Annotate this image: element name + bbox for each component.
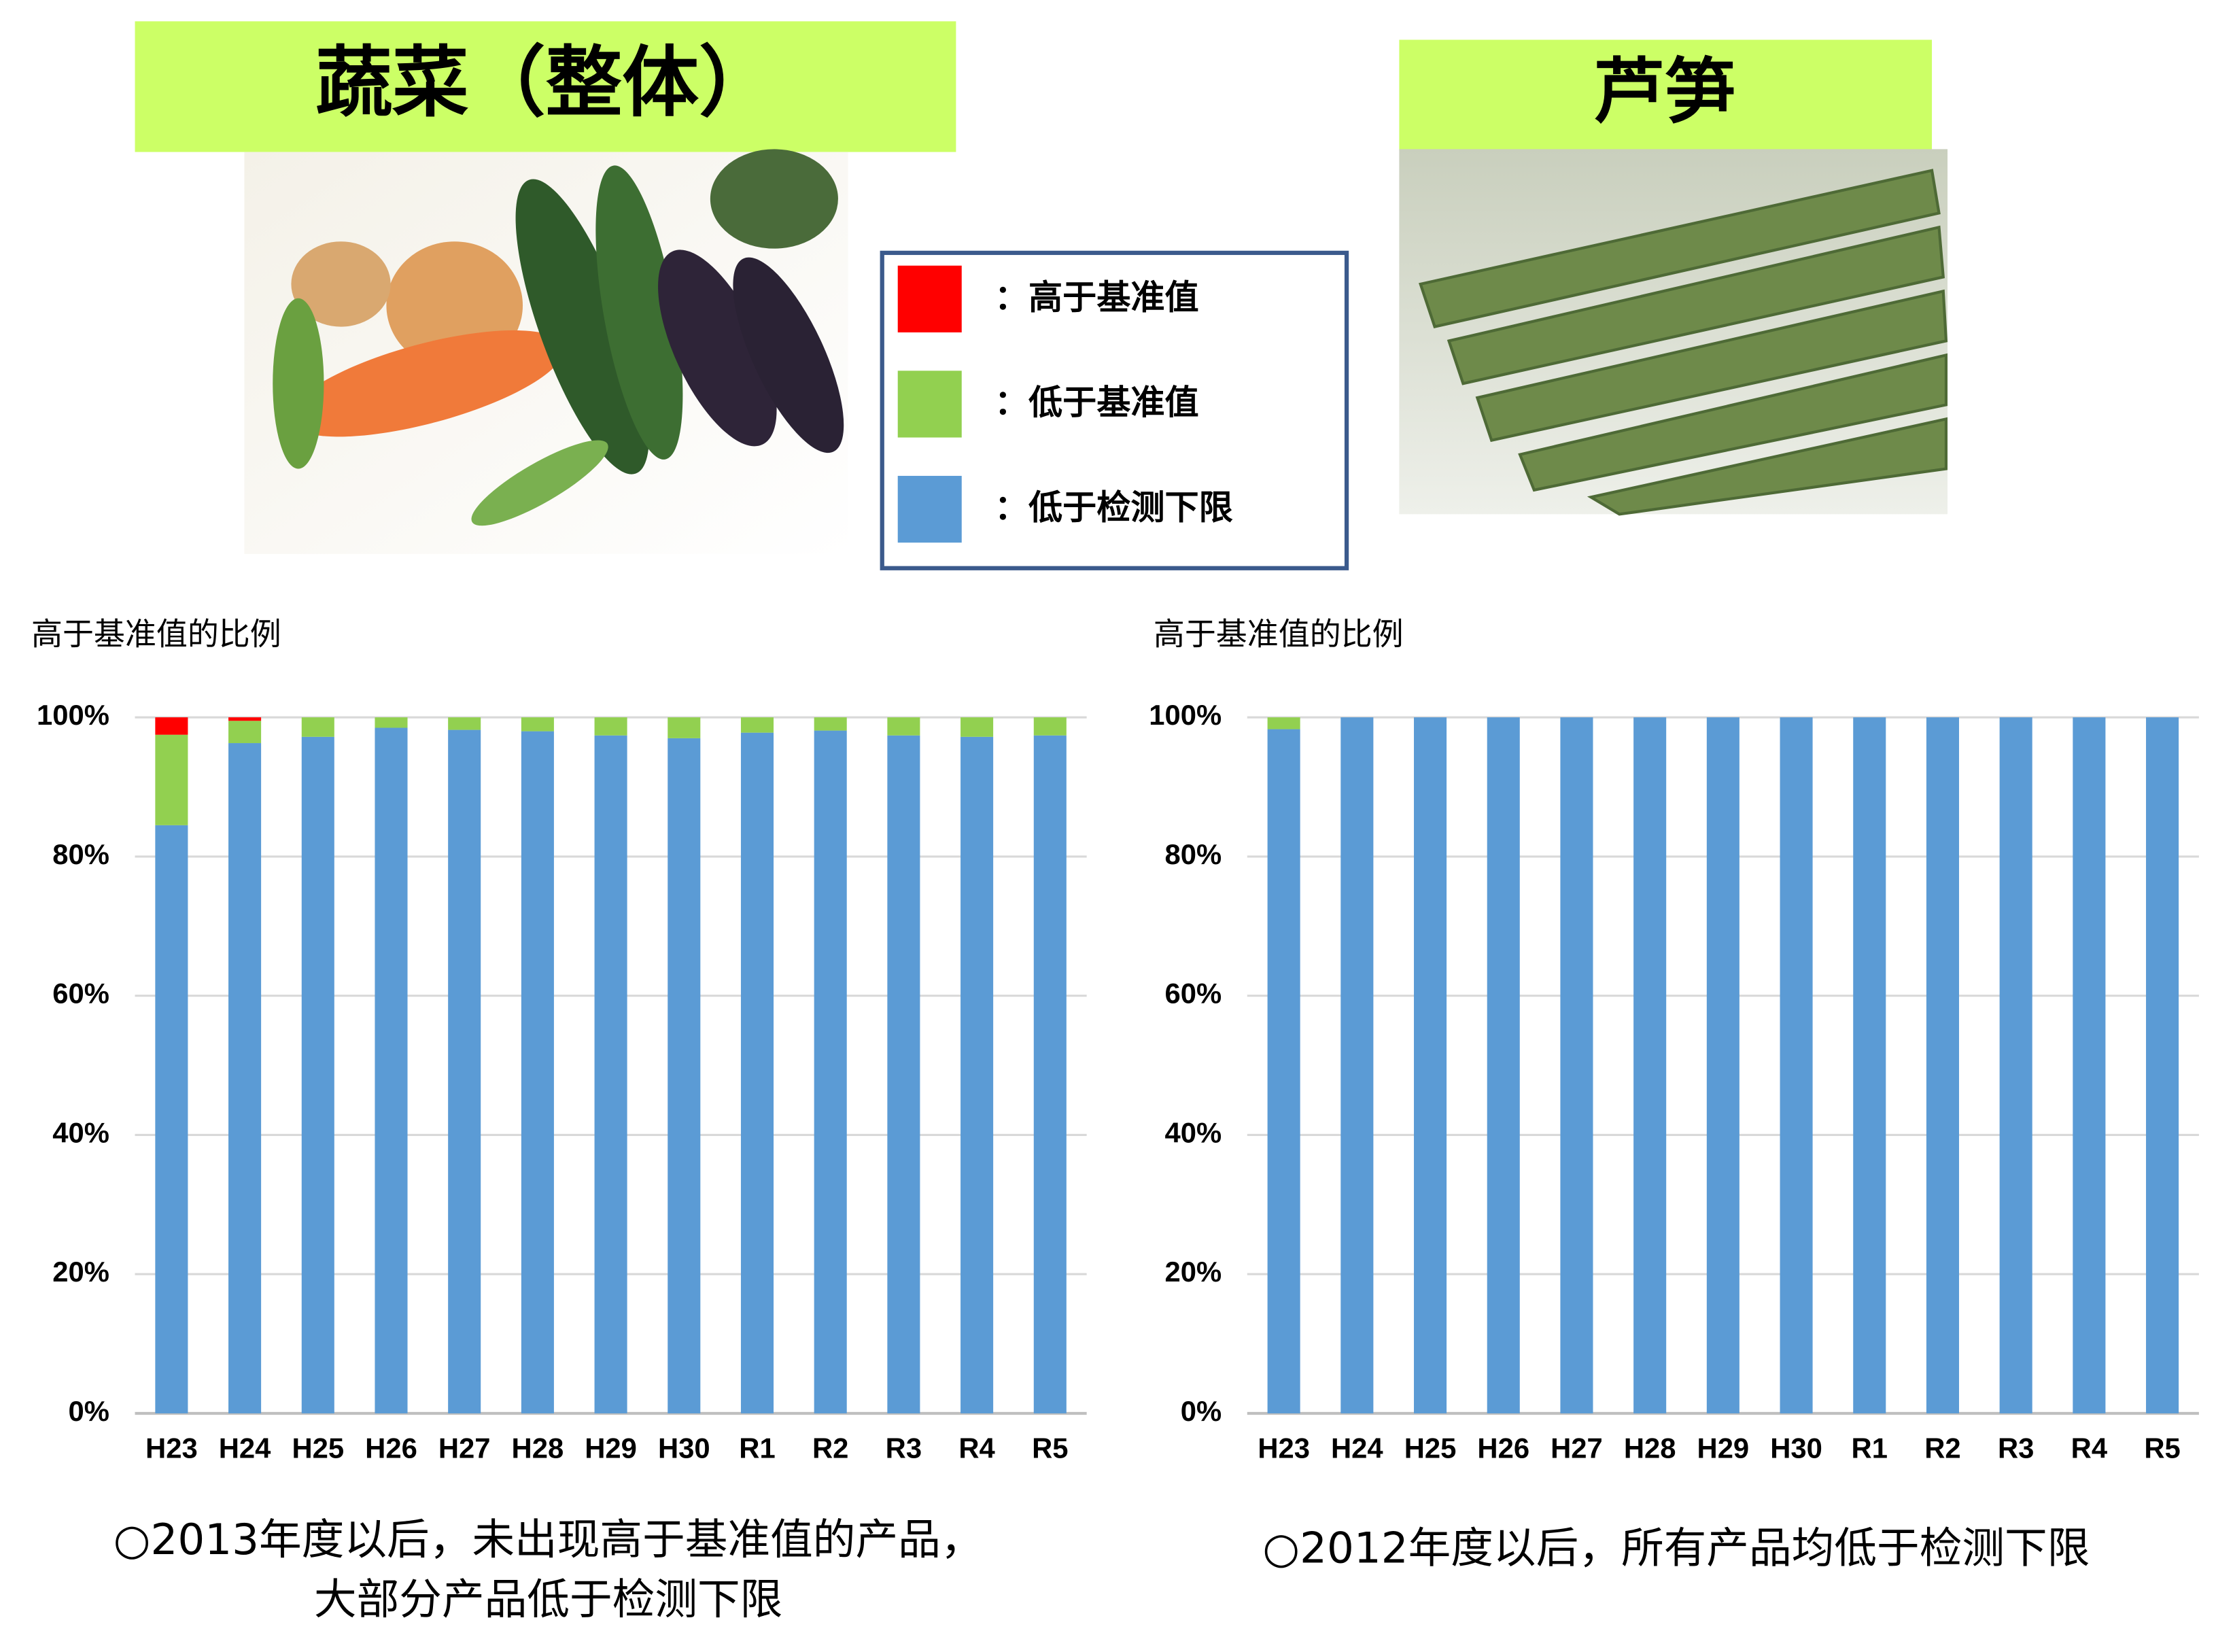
bar-segment — [1033, 717, 1067, 736]
bar-segment — [155, 734, 188, 825]
x-tick-label: H25 — [292, 1432, 344, 1464]
caption: ○2012年度以后，所有产品均低于检测下限 — [1262, 1524, 2090, 1573]
legend-label: ：低于检测下限 — [994, 487, 1233, 528]
bar-segment — [594, 735, 627, 1413]
bar-segment — [594, 717, 627, 736]
x-tick-label: R4 — [2071, 1432, 2108, 1464]
x-tick-label: H30 — [658, 1432, 710, 1464]
bar-segment — [1999, 717, 2032, 1413]
bar-segment — [448, 717, 481, 730]
x-tick-label: H23 — [145, 1432, 198, 1464]
bar-segment — [814, 730, 847, 1413]
y-tick-label: 40% — [52, 1116, 109, 1148]
bar-segment — [1706, 717, 1739, 1413]
x-tick-label: H29 — [1697, 1432, 1750, 1464]
y-tick-label: 60% — [1165, 978, 1222, 1010]
x-tick-label: H24 — [1331, 1432, 1383, 1464]
x-tick-label: R2 — [812, 1432, 848, 1464]
bar-segment — [375, 727, 408, 1413]
y-tick-label: 100% — [1149, 699, 1222, 731]
bar-segment — [228, 717, 262, 721]
x-tick-label: H26 — [1477, 1432, 1529, 1464]
x-tick-label: H28 — [1624, 1432, 1676, 1464]
y-tick-label: 80% — [52, 838, 109, 870]
x-tick-label: H30 — [1770, 1432, 1822, 1464]
bar-segment — [1414, 717, 1447, 1413]
title-box — [135, 21, 956, 152]
legend-label: ：低于基准值 — [994, 382, 1199, 422]
x-tick-label: R3 — [886, 1432, 922, 1464]
x-tick-label: H24 — [219, 1432, 271, 1464]
x-tick-label: H27 — [438, 1432, 491, 1464]
y-tick-label: 40% — [1165, 1116, 1222, 1148]
panel-title: 芦笋 — [1594, 50, 1736, 133]
x-tick-label: R1 — [739, 1432, 775, 1464]
x-tick-label: R5 — [2144, 1432, 2180, 1464]
caption: 大部分产品低于检测下限 — [314, 1574, 782, 1624]
x-tick-label: R4 — [958, 1432, 995, 1464]
bar-segment — [740, 717, 774, 733]
bar-segment — [301, 717, 334, 737]
y-axis-label: 高于基准值的比例 — [31, 616, 281, 653]
x-tick-label: R3 — [1998, 1432, 2034, 1464]
bar-segment — [2073, 717, 2106, 1413]
bar-segment — [155, 717, 188, 735]
x-tick-label: H28 — [512, 1432, 564, 1464]
y-tick-label: 20% — [52, 1256, 109, 1288]
bar-segment — [668, 717, 701, 738]
bar-segment — [521, 731, 554, 1413]
bar-segment — [1633, 717, 1667, 1413]
bar-segment — [448, 729, 481, 1413]
y-tick-label: 20% — [1165, 1256, 1222, 1288]
bar-segment — [155, 825, 188, 1413]
bar-segment — [1853, 717, 1886, 1413]
bar-segment — [1340, 717, 1374, 1413]
legend-swatch — [897, 475, 962, 543]
bar-segment — [1033, 735, 1067, 1413]
x-tick-label: H26 — [365, 1432, 417, 1464]
title-box — [1399, 39, 1933, 151]
x-tick-label: H23 — [1258, 1432, 1310, 1464]
x-tick-label: H25 — [1404, 1432, 1457, 1464]
bar-segment — [228, 743, 262, 1413]
bar-segment — [521, 717, 554, 732]
bar-segment — [960, 717, 994, 737]
bar-segment — [668, 738, 701, 1413]
bar-segment — [301, 736, 334, 1413]
bar-segment — [887, 717, 920, 736]
bar-segment — [2146, 717, 2179, 1413]
asparagus-photo — [1399, 149, 1948, 516]
bar-segment — [814, 717, 847, 731]
panel-title: 蔬菜（整体） — [315, 37, 776, 127]
bar-segment — [1267, 717, 1300, 729]
bar-segment — [228, 721, 262, 744]
x-tick-label: R2 — [1924, 1432, 1960, 1464]
caption: ○2013年度以后，未出现高于基准值的产品， — [114, 1515, 984, 1564]
y-tick-label: 60% — [52, 978, 109, 1010]
bar-segment — [1560, 717, 1593, 1413]
x-tick-label: R5 — [1032, 1432, 1068, 1464]
legend-swatch — [897, 371, 962, 438]
bar-segment — [740, 732, 774, 1413]
legend-label: ：高于基准值 — [994, 277, 1199, 317]
bar-segment — [887, 735, 920, 1413]
x-tick-label: H27 — [1551, 1432, 1603, 1464]
bar-segment — [1926, 717, 1959, 1413]
x-tick-label: H29 — [585, 1432, 637, 1464]
y-tick-label: 0% — [69, 1395, 109, 1427]
y-tick-label: 0% — [1181, 1395, 1222, 1427]
vegetable-photo — [244, 149, 848, 554]
x-tick-label: R1 — [1852, 1432, 1888, 1464]
bar-segment — [375, 717, 408, 728]
y-tick-label: 100% — [37, 699, 109, 731]
legend-swatch — [897, 265, 962, 332]
y-tick-label: 80% — [1165, 838, 1222, 870]
bar-segment — [1267, 729, 1300, 1413]
bar-segment — [960, 736, 994, 1413]
bar-segment — [1780, 717, 1813, 1413]
y-axis-label: 高于基准值的比例 — [1154, 616, 1404, 653]
bar-segment — [1487, 717, 1520, 1413]
